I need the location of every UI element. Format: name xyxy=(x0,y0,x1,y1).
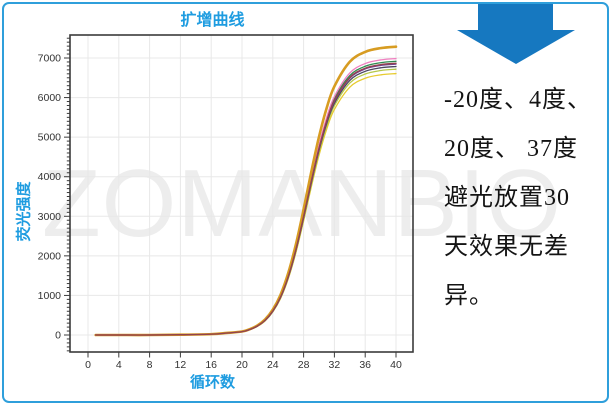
y-axis-label: 荧光强度 xyxy=(15,181,33,242)
storage-note: -20度、4度、 20度、 37度 避光放置30 天效果无差 异。 xyxy=(444,76,606,321)
watermark: ZOMANBIO xyxy=(42,150,563,257)
svg-text:5000: 5000 xyxy=(38,132,62,144)
down-arrow-icon xyxy=(457,4,575,64)
svg-text:16: 16 xyxy=(205,359,217,371)
svg-text:24: 24 xyxy=(267,359,279,371)
svg-text:0: 0 xyxy=(55,330,61,342)
curve-maroon xyxy=(95,62,397,336)
svg-text:8: 8 xyxy=(147,359,153,371)
note-line: 异。 xyxy=(444,283,494,309)
x-axis-label: 循环数 xyxy=(189,374,235,391)
svg-text:4000: 4000 xyxy=(38,171,62,183)
curve-green xyxy=(95,60,397,336)
svg-text:12: 12 xyxy=(175,359,187,371)
svg-text:32: 32 xyxy=(329,359,341,371)
svg-text:36: 36 xyxy=(359,359,371,371)
svg-text:2000: 2000 xyxy=(38,250,62,262)
curve-slate xyxy=(95,65,397,336)
note-line: 避光放置30 xyxy=(444,185,570,211)
svg-text:4: 4 xyxy=(116,359,122,371)
note-panel: -20度、4度、 20度、 37度 避光放置30 天效果无差 异。 xyxy=(432,0,608,406)
svg-text:20: 20 xyxy=(236,359,248,371)
note-line: 20度、 37度 xyxy=(444,136,578,162)
svg-text:7000: 7000 xyxy=(38,53,62,65)
svg-text:0: 0 xyxy=(85,359,91,371)
svg-text:28: 28 xyxy=(298,359,310,371)
curve-pink xyxy=(95,57,397,336)
note-line: 天效果无差 xyxy=(444,234,569,260)
curve-orange xyxy=(94,45,398,337)
chart-title: 扩增曲线 xyxy=(180,12,245,29)
svg-text:1000: 1000 xyxy=(38,290,62,302)
curve-purple xyxy=(95,63,397,336)
svg-text:6000: 6000 xyxy=(38,92,62,104)
svg-text:3000: 3000 xyxy=(38,211,62,223)
svg-text:40: 40 xyxy=(390,359,402,371)
note-line: -20度、4度、 xyxy=(444,87,592,113)
